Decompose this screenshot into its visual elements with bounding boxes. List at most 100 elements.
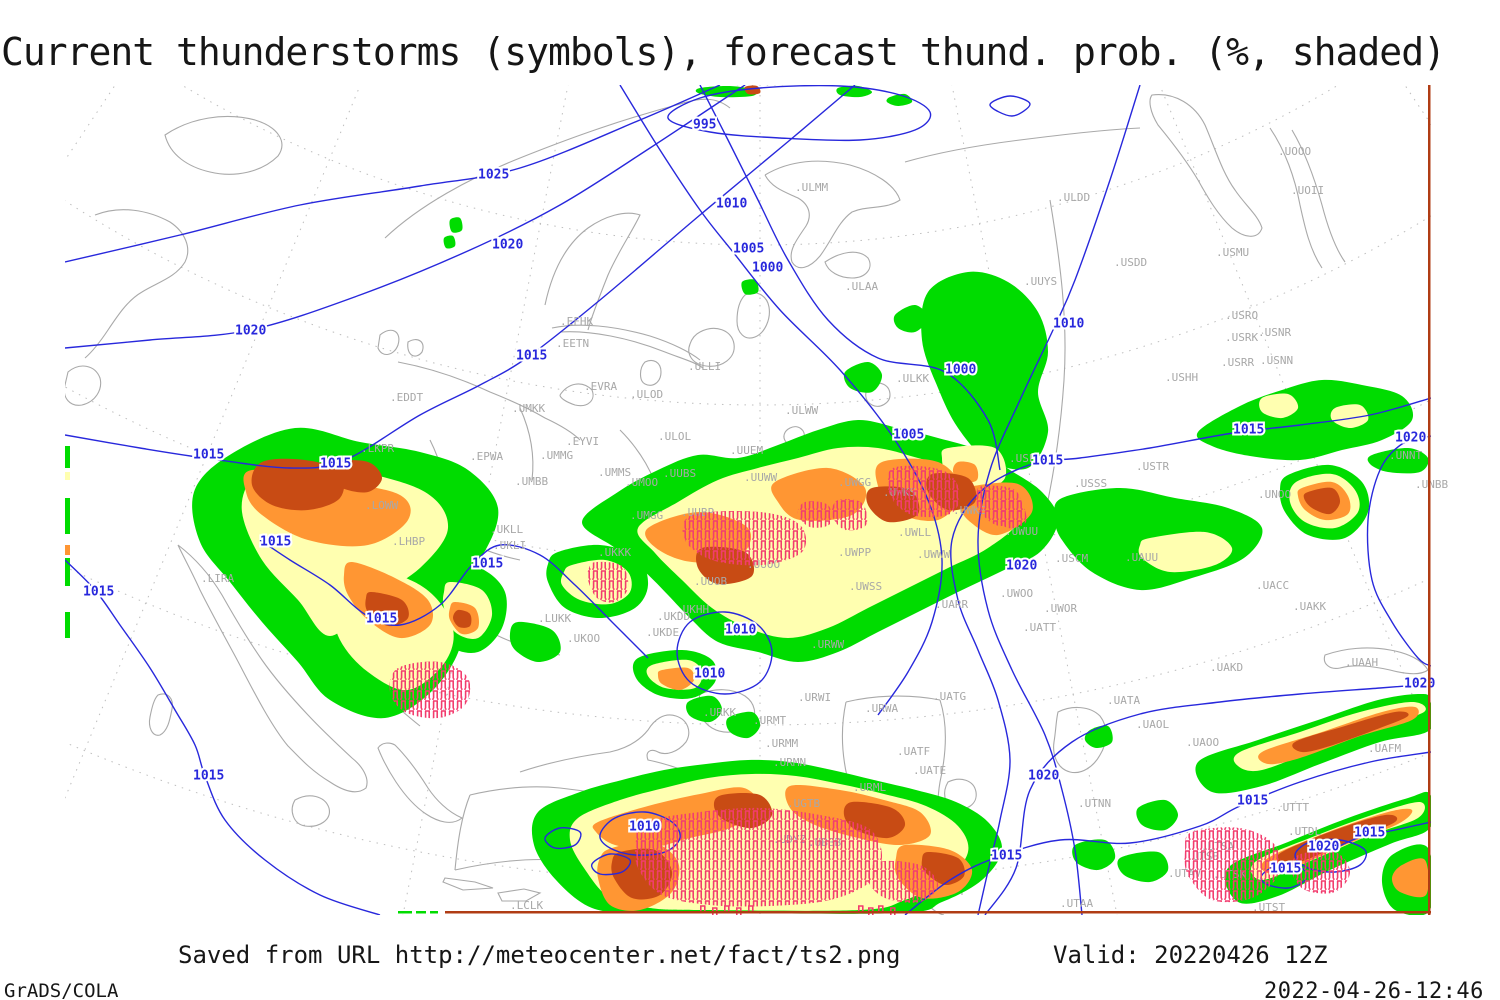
station-label: .UUWW bbox=[744, 471, 777, 484]
isobar-label: 1015 bbox=[1270, 862, 1301, 877]
station-label: .UMGG bbox=[630, 509, 663, 522]
station-label: .UWOO bbox=[1000, 587, 1033, 600]
station-label: .ULOL bbox=[658, 430, 691, 443]
station-label: .EDDT bbox=[390, 391, 423, 404]
station-label: .UAKK bbox=[1293, 600, 1326, 613]
station-label: .ULKK bbox=[896, 372, 929, 385]
isobar-label: 1010 bbox=[725, 623, 756, 638]
valid-time-text: Valid: 20220426 12Z bbox=[1053, 941, 1328, 969]
station-label: .UWPP bbox=[838, 546, 871, 559]
station-label: .UKKK bbox=[598, 546, 631, 559]
station-label: .USHH bbox=[1165, 371, 1198, 384]
station-label: .UWSS bbox=[849, 580, 882, 593]
isobar-label: 1015 bbox=[366, 612, 397, 627]
isobar-label: 1000 bbox=[945, 363, 976, 378]
station-label: .USNN bbox=[1260, 354, 1293, 367]
map-title: Current thunderstorms (symbols), forecas… bbox=[1, 30, 1446, 74]
station-label: .USRK bbox=[1225, 331, 1258, 344]
station-label: .LIRA bbox=[201, 572, 234, 585]
isobar-label: 1015 bbox=[516, 349, 547, 364]
isobar-label: 1000 bbox=[752, 261, 783, 276]
isobar-label: 1005 bbox=[733, 242, 764, 257]
isobar-label: 1015 bbox=[260, 535, 291, 550]
station-label: .UATA bbox=[1107, 694, 1140, 707]
station-label: .EVRA bbox=[584, 380, 617, 393]
station-label: .UWWW bbox=[917, 548, 950, 561]
isobar-label: 1020 bbox=[1404, 677, 1435, 692]
station-label: .EETN bbox=[556, 337, 589, 350]
station-label: .USNR bbox=[1258, 326, 1291, 339]
saved-from-url-text: Saved from URL http://meteocenter.net/fa… bbox=[178, 941, 901, 969]
station-label: .UWGG bbox=[838, 476, 871, 489]
station-label: .UATT bbox=[1023, 621, 1056, 634]
isobar-label: 1015 bbox=[1233, 423, 1264, 438]
isobar-label: 995 bbox=[693, 118, 716, 133]
station-label: .UTTT bbox=[1276, 801, 1309, 814]
station-label: .URKK bbox=[703, 706, 736, 719]
station-label: .UWUU bbox=[1005, 525, 1038, 538]
station-label: .UAAH bbox=[1345, 656, 1378, 669]
isobar-label: 1010 bbox=[1053, 317, 1084, 332]
isobar-label: 1005 bbox=[893, 428, 924, 443]
isobar-label: 1015 bbox=[1032, 454, 1063, 469]
isobar-label: 1015 bbox=[991, 849, 1022, 864]
station-label: .ULDD bbox=[1057, 191, 1090, 204]
station-label: .USDD bbox=[1114, 256, 1147, 269]
station-label: .URWI bbox=[798, 691, 831, 704]
station-label: .URMT bbox=[753, 714, 786, 727]
station-label: .UACC bbox=[1256, 579, 1289, 592]
station-label: .ULWW bbox=[785, 404, 818, 417]
isobar-label: 1015 bbox=[193, 448, 224, 463]
station-label: .UKOO bbox=[567, 632, 600, 645]
station-label: .EYVI bbox=[566, 435, 599, 448]
generation-timestamp-text: 2022-04-26-12:46 bbox=[1264, 979, 1484, 1000]
station-label: .LKPR bbox=[361, 442, 394, 455]
station-label: .UMMG bbox=[540, 449, 573, 462]
station-label: .UTDL bbox=[1288, 825, 1321, 838]
station-label: .UMOO bbox=[625, 476, 658, 489]
station-label: .UAFM bbox=[1368, 742, 1401, 755]
station-label: .UAOO bbox=[1186, 736, 1219, 749]
isobar-label: 1010 bbox=[629, 820, 660, 835]
isobar-label: 1015 bbox=[1354, 826, 1385, 841]
isobar-label: 1020 bbox=[1308, 840, 1339, 855]
station-label: .UATE bbox=[913, 764, 946, 777]
station-label: .UOOO bbox=[1278, 145, 1311, 158]
station-label: .UAOL bbox=[1136, 718, 1169, 731]
station-label: .UNBB bbox=[1415, 478, 1448, 491]
isobar-label: 1020 bbox=[235, 324, 266, 339]
isobar-label: 1015 bbox=[1237, 794, 1268, 809]
station-label: .UKLI bbox=[493, 539, 526, 552]
isobar-label: 1020 bbox=[1028, 769, 1059, 784]
station-label: .USMU bbox=[1216, 246, 1249, 259]
station-label: .LCLK bbox=[510, 899, 543, 912]
station-label: .UGTB bbox=[787, 797, 820, 810]
station-label: .UWLL bbox=[898, 526, 931, 539]
station-label: .LUKK bbox=[538, 612, 571, 625]
isobar-label: 1025 bbox=[478, 168, 509, 183]
station-label: .ULOD bbox=[630, 388, 663, 401]
station-label: .EPWA bbox=[470, 450, 503, 463]
station-label: .LOWW bbox=[365, 499, 398, 512]
isobar-label: 1015 bbox=[83, 585, 114, 600]
grads-credit-text: GrADS/COLA bbox=[4, 980, 119, 1000]
station-label: .UWOR bbox=[1044, 602, 1077, 615]
map-border-lines bbox=[398, 85, 1431, 915]
station-label: .UMKK bbox=[512, 402, 545, 415]
probability-shading bbox=[65, 85, 1431, 915]
station-label: .UKHH bbox=[676, 603, 709, 616]
station-label: .UTST bbox=[1252, 901, 1285, 914]
station-label: .UKDD bbox=[657, 610, 690, 623]
station-label: .UATG bbox=[933, 690, 966, 703]
station-label: .USRR bbox=[1221, 356, 1254, 369]
station-label: .UMMS bbox=[598, 466, 631, 479]
station-label: .UUYS bbox=[1024, 275, 1057, 288]
isobar-label: 1015 bbox=[193, 769, 224, 784]
station-label: .UKLL bbox=[490, 523, 523, 536]
isobar-label: 1015 bbox=[472, 557, 503, 572]
station-label: .ULLI bbox=[688, 360, 721, 373]
station-label: .URMN bbox=[773, 756, 806, 769]
station-label: .URMM bbox=[765, 737, 798, 750]
station-label: .ULMM bbox=[795, 181, 828, 194]
